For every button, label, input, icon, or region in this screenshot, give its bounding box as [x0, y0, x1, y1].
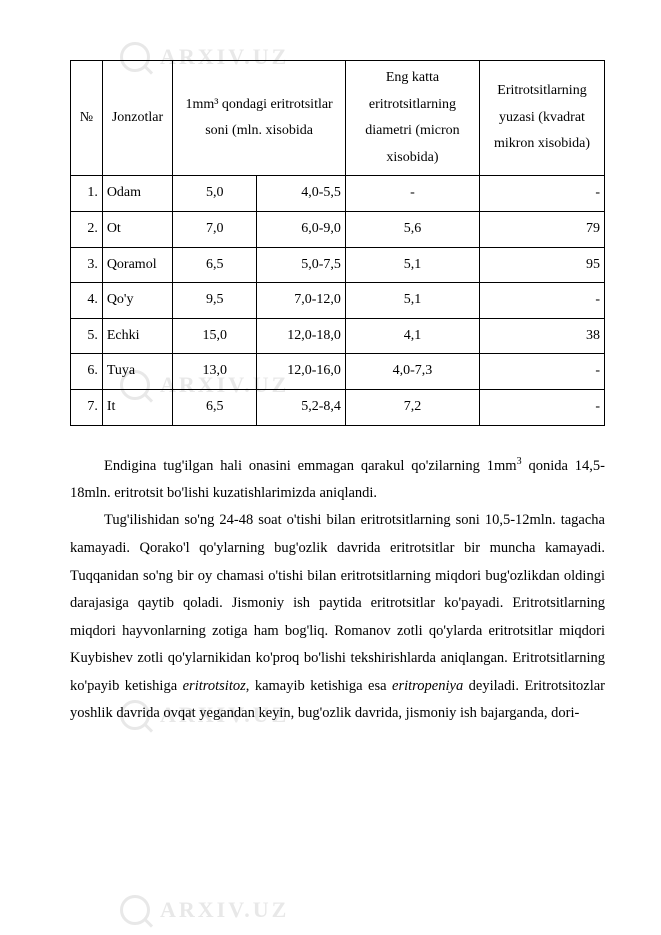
page: ARXIV.UZ ARXIV.UZ ARXIV.UZ ARXIV.UZ № Jo… [0, 0, 661, 935]
table-cell: 4. [71, 283, 103, 319]
table-cell: 5,2-8,4 [257, 389, 346, 425]
col-mm3: 1mm³ qondagi eritrotsitlar soni (mln. xi… [173, 61, 346, 176]
table-cell: 7. [71, 389, 103, 425]
table-cell: Odam [102, 176, 172, 212]
table-cell: Tuya [102, 354, 172, 390]
table-cell: 5,1 [345, 283, 479, 319]
table-cell: 15,0 [173, 318, 257, 354]
table-row: 4.Qo'y9,57,0-12,05,1- [71, 283, 605, 319]
table-cell: 38 [479, 318, 604, 354]
table-cell: 5,6 [345, 211, 479, 247]
table-head-row: № Jonzotlar 1mm³ qondagi eritrotsitlar s… [71, 61, 605, 176]
col-diameter: Eng katta eritrotsitlarning diametri (mi… [345, 61, 479, 176]
table-row: 2.Ot7,06,0-9,05,679 [71, 211, 605, 247]
table-cell: 5,0-7,5 [257, 247, 346, 283]
table-cell: 5,1 [345, 247, 479, 283]
table-cell: - [479, 176, 604, 212]
table-cell: - [345, 176, 479, 212]
table-cell: 4,0-7,3 [345, 354, 479, 390]
table-cell: - [479, 283, 604, 319]
col-area: Eritrotsitlarning yuzasi (kvadrat mikron… [479, 61, 604, 176]
table-cell: 2. [71, 211, 103, 247]
magnifier-icon [120, 895, 150, 925]
table-cell: 4,0-5,5 [257, 176, 346, 212]
table-cell: 13,0 [173, 354, 257, 390]
table-cell: 9,5 [173, 283, 257, 319]
watermark-text: ARXIV.UZ [160, 897, 289, 923]
table-row: 3.Qoramol6,55,0-7,55,195 [71, 247, 605, 283]
p2-em1: eritrotsitoz [183, 678, 246, 694]
table-cell: 4,1 [345, 318, 479, 354]
table-cell: 95 [479, 247, 604, 283]
table-cell: 6,0-9,0 [257, 211, 346, 247]
col-num: № [71, 61, 103, 176]
table-row: 6.Tuya13,012,0-16,04,0-7,3- [71, 354, 605, 390]
table-cell: 7,0-12,0 [257, 283, 346, 319]
p2-a: Tug'ilishidan so'ng 24-48 soat o'tishi b… [70, 512, 605, 693]
table-cell: 6,5 [173, 389, 257, 425]
table-head: № Jonzotlar 1mm³ qondagi eritrotsitlar s… [71, 61, 605, 176]
watermark-bottom: ARXIV.UZ [120, 895, 289, 925]
table-cell: - [479, 389, 604, 425]
table-body: 1.Odam5,04,0-5,5--2.Ot7,06,0-9,05,6793.Q… [71, 176, 605, 425]
table-cell: - [479, 354, 604, 390]
table-cell: Qoramol [102, 247, 172, 283]
table-cell: It [102, 389, 172, 425]
table-row: 7.It6,55,2-8,47,2- [71, 389, 605, 425]
table-cell: Ot [102, 211, 172, 247]
body-text: Endigina tug'ilgan hali onasini emmagan … [70, 452, 605, 728]
table-cell: 3. [71, 247, 103, 283]
paragraph-2: Tug'ilishidan so'ng 24-48 soat o'tishi b… [70, 507, 605, 727]
table-row: 5.Echki15,012,0-18,04,138 [71, 318, 605, 354]
table-cell: 5,0 [173, 176, 257, 212]
table-cell: 6. [71, 354, 103, 390]
table-cell: 1. [71, 176, 103, 212]
col-animal: Jonzotlar [102, 61, 172, 176]
table-cell: 7,0 [173, 211, 257, 247]
paragraph-1: Endigina tug'ilgan hali onasini emmagan … [70, 452, 605, 508]
p2-b: , kamayib ketishiga esa [246, 678, 392, 694]
table-cell: 6,5 [173, 247, 257, 283]
table-cell: 12,0-16,0 [257, 354, 346, 390]
table-cell: 12,0-18,0 [257, 318, 346, 354]
p2-em2: eritropeniya [392, 678, 463, 694]
table-cell: Echki [102, 318, 172, 354]
table-row: 1.Odam5,04,0-5,5-- [71, 176, 605, 212]
data-table: № Jonzotlar 1mm³ qondagi eritrotsitlar s… [70, 60, 605, 426]
p1-a: Endigina tug'ilgan hali onasini emmagan … [104, 457, 517, 473]
table-cell: Qo'y [102, 283, 172, 319]
table-cell: 5. [71, 318, 103, 354]
table-cell: 7,2 [345, 389, 479, 425]
table-cell: 79 [479, 211, 604, 247]
